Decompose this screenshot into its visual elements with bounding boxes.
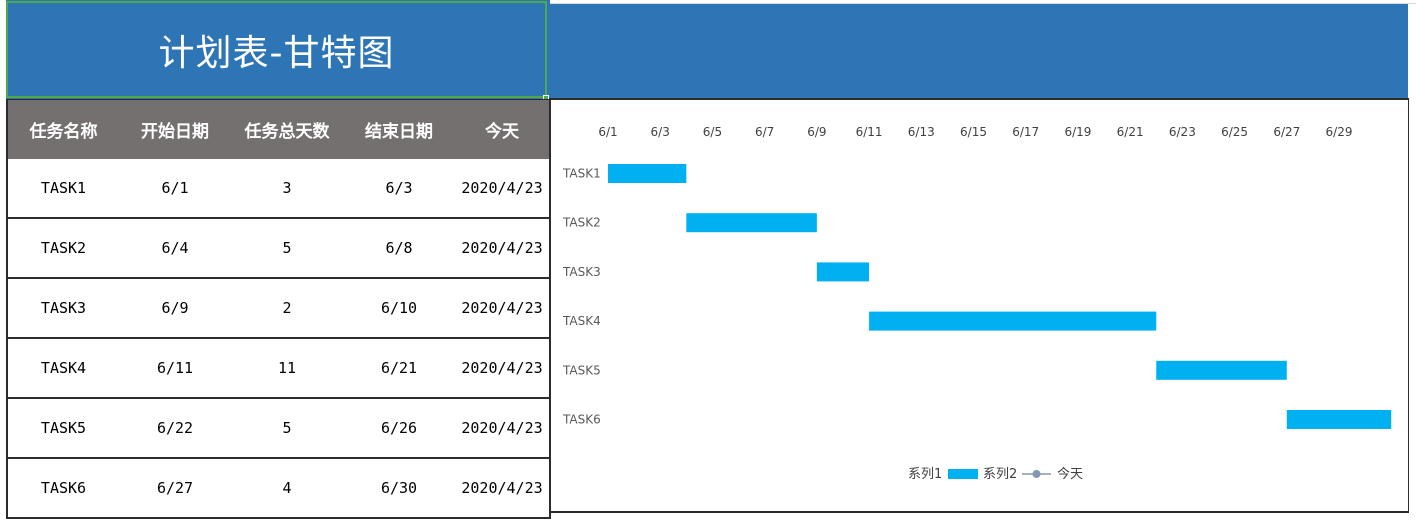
x-tick-label: 6/19 [1064,125,1091,139]
table-row: TASK6 6/27 4 6/30 2020/4/23 [6,458,551,519]
cell-start-date[interactable]: 6/27 [119,458,231,519]
cell-end-date[interactable]: 6/3 [343,159,455,219]
legend-label: 系列1 [908,467,942,482]
table-row: TASK3 6/9 2 6/10 2020/4/23 [6,278,551,339]
x-tick-label: 6/5 [703,125,722,139]
table-row: TASK5 6/22 5 6/26 2020/4/23 [6,398,551,459]
cell-end-date[interactable]: 6/10 [343,278,455,339]
cell-start-date[interactable]: 6/11 [119,338,231,399]
header-total-days[interactable]: 任务总天数 [231,99,343,159]
legend-label: 今天 [1057,466,1083,482]
cell-start-date[interactable]: 6/4 [119,218,231,279]
header-task-name[interactable]: 任务名称 [6,99,119,159]
gantt-bar [1156,360,1287,380]
cell-total-days[interactable]: 4 [231,458,343,519]
cell-end-date[interactable]: 6/21 [343,338,455,399]
gantt-bar [869,311,1157,331]
x-tick-label: 6/1 [598,125,617,139]
legend-swatch [948,469,978,479]
cell-task-name[interactable]: TASK1 [6,159,119,219]
category-label: TASK4 [562,314,601,328]
cell-task-name[interactable]: TASK6 [6,458,119,519]
cell-today[interactable]: 2020/4/23 [455,458,551,519]
category-label: TASK5 [562,363,601,377]
cell-today[interactable]: 2020/4/23 [455,278,551,339]
cell-total-days[interactable]: 3 [231,159,343,219]
category-label: TASK1 [562,167,601,181]
sheet-gridline [550,0,1416,4]
x-tick-label: 6/25 [1221,125,1248,139]
cell-start-date[interactable]: 6/1 [119,159,231,219]
cell-today[interactable]: 2020/4/23 [455,159,551,219]
x-tick-label: 6/9 [807,125,826,139]
table-row: TASK1 6/1 3 6/3 2020/4/23 [6,159,551,219]
gantt-bar [608,164,687,183]
gantt-chart-svg: 6/1 6/3 6/5 6/7 6/9 6/11 6/13 6/15 6/17 6/19 6/21 6… [562,125,1392,482]
header-today[interactable]: 今天 [455,99,551,159]
cell-start-date[interactable]: 6/9 [119,278,231,339]
cell-end-date[interactable]: 6/8 [343,218,455,279]
cell-total-days[interactable]: 5 [231,398,343,459]
cell-task-name[interactable]: TASK4 [6,338,119,399]
x-tick-label: 6/15 [960,125,987,139]
table-row: TASK4 6/11 11 6/21 2020/4/23 [6,338,551,399]
cell-start-date[interactable]: 6/22 [119,398,231,459]
x-tick-label: 6/3 [651,125,670,139]
cell-total-days[interactable]: 11 [231,338,343,399]
x-tick-label: 6/27 [1273,125,1300,139]
cell-end-date[interactable]: 6/30 [343,458,455,519]
cell-task-name[interactable]: TASK2 [6,218,119,279]
x-tick-label: 6/13 [908,125,935,139]
page-title[interactable]: 计划表-甘特图 [6,1,547,98]
header-start-date[interactable]: 开始日期 [119,99,231,159]
cell-today[interactable]: 2020/4/23 [455,218,551,279]
cell-task-name[interactable]: TASK5 [6,398,119,459]
x-tick-label: 6/21 [1117,125,1144,139]
x-tick-label: 6/17 [1012,125,1039,139]
category-label: TASK2 [562,216,601,230]
x-tick-label: 6/11 [856,125,883,139]
category-label: TASK3 [562,265,601,279]
legend-marker [1032,470,1041,478]
cell-total-days[interactable]: 5 [231,218,343,279]
cell-total-days[interactable]: 2 [231,278,343,339]
cell-task-name[interactable]: TASK3 [6,278,119,339]
x-tick-label: 6/29 [1326,125,1353,139]
x-tick-label: 6/23 [1169,125,1196,139]
gantt-bar [816,262,870,282]
category-label: TASK6 [562,413,601,427]
title-banner [6,0,550,100]
gantt-bar [686,213,817,233]
task-table: 任务名称 开始日期 任务总天数 结束日期 今天 TASK1 6/1 3 6/3 … [6,99,551,519]
x-tick-label: 6/7 [755,125,774,139]
gantt-bar [1286,410,1392,429]
cell-today[interactable]: 2020/4/23 [455,338,551,399]
table-row: TASK2 6/4 5 6/8 2020/4/23 [6,218,551,279]
gantt-chart[interactable]: 6/1 6/3 6/5 6/7 6/9 6/11 6/13 6/15 6/17 6/19 6/21 6… [549,98,1409,513]
header-banner-right [550,4,1408,98]
table-header-row: 任务名称 开始日期 任务总天数 结束日期 今天 [6,99,551,159]
header-end-date[interactable]: 结束日期 [343,99,455,159]
legend-label: 系列2 [983,467,1017,482]
cell-today[interactable]: 2020/4/23 [455,398,551,459]
cell-end-date[interactable]: 6/26 [343,398,455,459]
